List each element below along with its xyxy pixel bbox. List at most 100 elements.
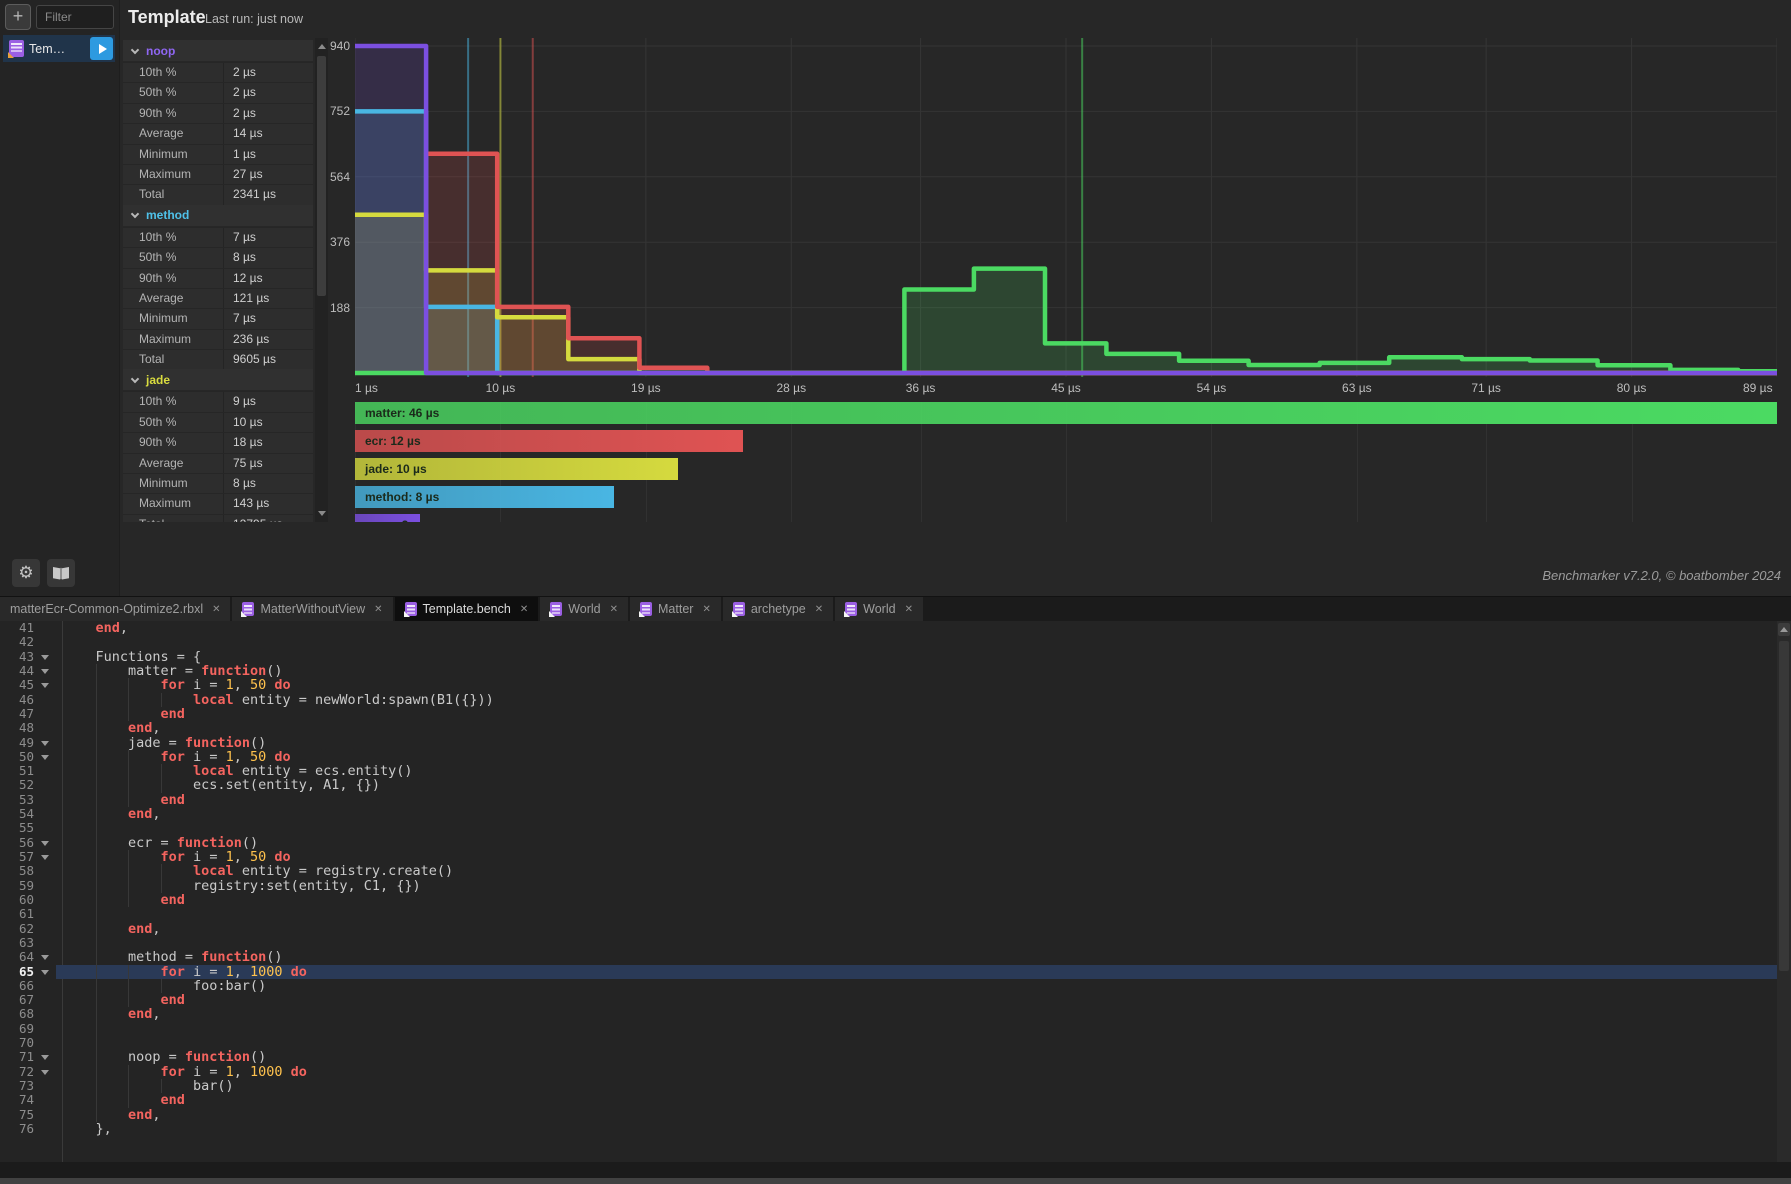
code-line-46[interactable]: 46 local entity = newWorld:spawn(B1({})) [0,691,1791,708]
close-icon[interactable]: ✕ [904,603,913,615]
code-line-73[interactable]: 73 bar() [0,1078,1791,1094]
close-icon[interactable]: ✕ [519,603,529,615]
code-line-62[interactable]: 62 end, [0,921,1791,936]
scrollbar-thumb[interactable] [317,56,326,296]
fold-arrow-icon[interactable] [41,654,49,660]
code-line-67[interactable]: 67 end [0,992,1791,1008]
code-line-70[interactable]: 70 [0,1035,1791,1051]
scroll-up-button[interactable] [1778,623,1790,636]
code-line-64[interactable]: 64 method = function() [0,949,1791,965]
fold-arrow-icon[interactable] [41,740,49,746]
code-line-59[interactable]: 59 registry:set(entity, C1, {}) [0,877,1791,894]
legend-bar-ecr[interactable]: ecr: 12 µs [355,430,743,452]
code-line-58[interactable]: 58 local entity = registry.create() [0,863,1791,879]
filter-input[interactable] [36,5,114,29]
code-line-54[interactable]: 54 end, [0,806,1791,822]
code-line-47[interactable]: 47 end [0,706,1791,722]
fold-arrow-icon[interactable] [41,969,49,975]
settings-button[interactable]: ⚙ [12,559,40,587]
legend-bar-jade[interactable]: jade: 10 µs [355,458,679,480]
fold-arrow-icon[interactable] [41,1055,49,1061]
code-line-60[interactable]: 60 end [0,891,1791,908]
stat-label: Total [139,187,165,202]
line-number: 52 [18,777,34,793]
tab-matterwithoutview[interactable]: MatterWithoutView ✕ [232,597,395,621]
stat-label: Total [139,352,165,367]
stats-section-header[interactable]: noop [123,40,313,61]
code-line-50[interactable]: 50 for i = 1, 50 do [0,749,1791,765]
editor-scrollbar[interactable] [1777,621,1791,1162]
benchmark-list-item[interactable]: Tem… [3,35,115,62]
tab-world[interactable]: World ✕ [835,597,925,621]
code-line-51[interactable]: 51 local entity = ecs.entity() [0,763,1791,779]
scroll-up-icon[interactable] [318,44,326,49]
code-text: local entity = newWorld:spawn(B1({})) [193,691,494,708]
code-text: registry:set(entity, C1, {}) [63,877,421,894]
hscroll-thumb[interactable] [0,1178,1791,1184]
tab-matterecr-common-optimize2-rbxl[interactable]: matterEcr-Common-Optimize2.rbxl ✕ [0,597,233,621]
scroll-down-icon[interactable] [318,511,326,516]
code-line-75[interactable]: 75 end, [0,1107,1791,1122]
code-line-68[interactable]: 68 end, [0,1007,1791,1022]
legend-bar-noop[interactable]: noop: 2 µs [355,514,425,522]
fold-arrow-icon[interactable] [41,840,49,846]
fold-arrow-icon[interactable] [41,683,49,689]
code-line-49[interactable]: 49 jade = function() [0,735,1791,750]
close-icon[interactable]: ✕ [609,603,619,615]
code-line-72[interactable]: 72 for i = 1, 1000 do [0,1064,1791,1079]
tab-matter[interactable]: Matter ✕ [630,597,723,621]
code-line-48[interactable]: 48 end, [0,720,1791,736]
fold-arrow-icon[interactable] [41,955,49,961]
code-line-41[interactable]: 41 end, [0,621,1791,635]
indent-guide [128,864,130,879]
stat-value: 12 µs [223,268,313,288]
code-line-43[interactable]: 43 Functions = { [0,648,1791,664]
code-line-55[interactable]: 55 [0,821,1791,836]
tab-template-bench[interactable]: Template.bench ✕ [394,597,541,621]
code-text: for i = 1, 1000 do [160,963,307,980]
code-line-61[interactable]: 61 [0,906,1791,922]
indent-guide [160,764,162,779]
fold-arrow-icon[interactable] [41,668,49,674]
close-icon[interactable]: ✕ [814,603,824,615]
close-icon[interactable]: ✕ [374,603,383,615]
stats-row: 90th % 12 µs [123,267,313,288]
code-line-71[interactable]: 71 noop = function() [0,1050,1791,1065]
legend-bar-method[interactable]: method: 8 µs [355,486,614,508]
stats-row: Minimum 1 µs [123,143,313,164]
docs-button[interactable] [47,559,75,587]
code-line-63[interactable]: 63 [0,935,1791,951]
close-icon[interactable]: ✕ [702,603,711,615]
legend-bar-matter[interactable]: matter: 46 µs [355,402,1777,424]
code-line-45[interactable]: 45 for i = 1, 50 do [0,677,1791,693]
code-line-42[interactable]: 42 [0,634,1791,649]
code-line-65[interactable]: 65 for i = 1, 1000 do [0,963,1791,980]
run-benchmark-button[interactable] [90,37,113,60]
line-number: 43 [18,648,34,664]
fold-arrow-icon[interactable] [41,1069,49,1075]
close-icon[interactable]: ✕ [212,603,221,615]
stat-value: 75 µs [223,453,313,474]
code-line-56[interactable]: 56 ecr = function() [0,835,1791,850]
code-text: end [160,891,185,908]
fold-arrow-icon[interactable] [41,855,49,860]
code-line-53[interactable]: 53 end [0,792,1791,808]
script-icon [731,602,745,617]
stats-scrollbar[interactable] [315,38,328,522]
stats-section-header[interactable]: method [123,204,313,226]
tab-world[interactable]: World ✕ [540,597,631,621]
code-line-69[interactable]: 69 [0,1021,1791,1037]
stat-value: 9605 µs [223,350,313,370]
code-line-66[interactable]: 66 foo:bar() [0,978,1791,994]
stats-section-header[interactable]: jade [123,369,313,391]
code-line-52[interactable]: 52 ecs.set(entity, A1, {}) [0,777,1791,793]
tab-archetype[interactable]: archetype ✕ [722,597,836,621]
add-benchmark-button[interactable]: + [5,4,31,30]
code-line-57[interactable]: 57 for i = 1, 50 do [0,849,1791,865]
editor-scrollbar-thumb[interactable] [1779,641,1789,971]
code-line-74[interactable]: 74 end [0,1092,1791,1108]
code-line-44[interactable]: 44 matter = function() [0,663,1791,679]
fold-arrow-icon[interactable] [41,754,49,760]
code-line-76[interactable]: 76 }, [0,1121,1791,1136]
code-editor[interactable]: 41 end, 42 43 Functions = {44 matter = fun… [0,621,1791,1162]
